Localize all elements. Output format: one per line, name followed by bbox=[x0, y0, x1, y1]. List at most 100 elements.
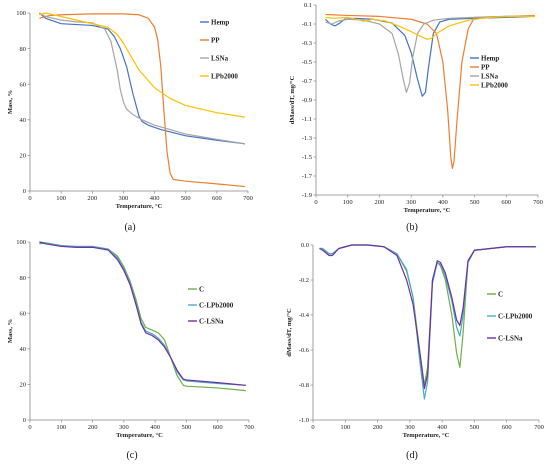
y-tick-label: -0.1 bbox=[302, 21, 312, 28]
y-tick-label: -1.0 bbox=[299, 417, 309, 424]
x-axis-label: Temperature, °C bbox=[404, 207, 451, 214]
x-tick-label: 200 bbox=[87, 195, 97, 202]
series-line-c-lsna bbox=[39, 241, 246, 386]
legend-entry: LSNa bbox=[211, 54, 229, 62]
legend-entry: LSNa bbox=[481, 72, 499, 80]
legend-entry: LPb2000 bbox=[481, 81, 508, 89]
legend-entry: PP bbox=[211, 36, 220, 44]
x-tick-label: 600 bbox=[502, 424, 512, 431]
x-axis-label: Temperature, °C bbox=[116, 203, 163, 210]
x-tick-label: 200 bbox=[373, 424, 383, 431]
x-tick-label: 500 bbox=[470, 424, 480, 431]
x-tick-label: 700 bbox=[244, 424, 254, 431]
series-line-lsna bbox=[325, 15, 535, 93]
y-tick-label: 80 bbox=[20, 275, 27, 282]
x-tick-label: 400 bbox=[150, 195, 160, 202]
x-tick-label: 700 bbox=[243, 195, 253, 202]
series-line-pp bbox=[39, 13, 245, 188]
x-tick-label: 500 bbox=[181, 195, 191, 202]
legend-entry: Hemp bbox=[211, 18, 229, 26]
x-tick-label: 100 bbox=[340, 424, 350, 431]
chart-panel-d: 0 100 200 300 400 500 600 700 0.0 -0.2 -0.4 -0.6 -0.… bbox=[286, 242, 544, 461]
y-tick-label: -1.7 bbox=[302, 173, 313, 180]
series-line-c-lpb2000 bbox=[39, 241, 246, 386]
x-tick-label: 100 bbox=[56, 424, 66, 431]
x-tick-label: 600 bbox=[501, 199, 511, 206]
series-line-c-lsna bbox=[319, 244, 536, 390]
x-tick-label: 400 bbox=[437, 424, 447, 431]
x-tick-label: 100 bbox=[343, 199, 353, 206]
series-line-lpb2000 bbox=[325, 15, 535, 40]
legend-entry: C-LSNa bbox=[498, 334, 523, 342]
x-tick-label: 0 bbox=[28, 424, 31, 431]
y-tick-label: 60 bbox=[20, 81, 27, 88]
y-tick-label: 40 bbox=[20, 117, 27, 124]
y-tick-label: 100 bbox=[16, 239, 26, 246]
panel-caption: (c) bbox=[126, 450, 137, 461]
x-tick-label: 600 bbox=[212, 195, 222, 202]
legend-entry: Hemp bbox=[481, 54, 499, 62]
legend-entry: C bbox=[498, 290, 503, 298]
x-tick-label: 600 bbox=[213, 424, 223, 431]
legend-entry: C bbox=[199, 285, 204, 293]
x-tick-label: 400 bbox=[150, 424, 160, 431]
x-tick-label: 200 bbox=[375, 199, 385, 206]
x-axis-label: Temperature, °C bbox=[403, 432, 450, 439]
y-tick-label: -0.9 bbox=[302, 97, 312, 104]
x-tick-label: 200 bbox=[88, 424, 98, 431]
series-line-hemp bbox=[325, 15, 535, 97]
x-tick-label: 300 bbox=[405, 424, 415, 431]
y-tick-label: 80 bbox=[20, 46, 27, 53]
y-tick-label: -0.8 bbox=[299, 382, 309, 389]
x-tick-label: 0 bbox=[311, 424, 314, 431]
series-line-hemp bbox=[38, 12, 245, 145]
y-tick-label: -0.6 bbox=[299, 347, 310, 354]
panel-caption: (a) bbox=[124, 222, 135, 233]
x-tick-label: 500 bbox=[182, 424, 192, 431]
legend-entry: C-LSNa bbox=[199, 317, 224, 325]
panel-caption: (d) bbox=[406, 450, 418, 461]
x-tick-label: 100 bbox=[56, 195, 66, 202]
series-line-lpb2000 bbox=[39, 12, 245, 118]
y-axis-label: dMass/dT, mg/°C bbox=[289, 76, 296, 125]
legend-entry: C-LPb2000 bbox=[199, 301, 234, 309]
x-tick-label: 300 bbox=[119, 424, 129, 431]
y-tick-label: -1.9 bbox=[302, 192, 312, 199]
panel-caption: (b) bbox=[406, 222, 418, 233]
y-tick-label: -1.1 bbox=[302, 116, 312, 123]
y-tick-label: -0.2 bbox=[299, 277, 309, 284]
chart-panel-c: 0 100 200 300 400 500 600 700 0 20 40 60 80 100 Temper… bbox=[7, 239, 254, 461]
y-tick-label: 0.1 bbox=[304, 2, 312, 9]
series-line-pp bbox=[325, 13, 535, 169]
x-tick-label: 0 bbox=[28, 195, 31, 202]
y-tick-label: -0.7 bbox=[302, 78, 313, 85]
series-line-lsna bbox=[39, 12, 245, 145]
x-tick-label: 0 bbox=[314, 199, 317, 206]
x-axis-label: Temperature, °C bbox=[116, 432, 163, 439]
y-tick-label: 0 bbox=[23, 417, 26, 424]
y-tick-label: -0.5 bbox=[302, 59, 312, 66]
y-axis-label: dMass/dT, mg/°C bbox=[286, 308, 293, 357]
y-tick-label: -1.3 bbox=[302, 135, 312, 142]
x-tick-label: 500 bbox=[470, 199, 480, 206]
y-tick-label: 40 bbox=[20, 346, 27, 353]
y-tick-label: 0 bbox=[23, 188, 26, 195]
legend-entry: PP bbox=[481, 63, 490, 71]
y-axis-label: Mass, % bbox=[7, 90, 14, 114]
legend-entry: LPb2000 bbox=[211, 72, 238, 80]
x-tick-label: 400 bbox=[438, 199, 448, 206]
y-tick-label: 0.0 bbox=[301, 242, 309, 249]
y-tick-label: -0.3 bbox=[302, 40, 312, 47]
y-tick-label: 20 bbox=[20, 382, 27, 389]
x-tick-label: 300 bbox=[119, 195, 129, 202]
chart-panel-b: 0 100 200 300 400 500 600 700 0.1 -0.1 -0.3 -0.5 -0.… bbox=[289, 2, 543, 233]
y-tick-label: 20 bbox=[20, 153, 27, 160]
x-tick-label: 700 bbox=[534, 424, 544, 431]
y-axis-label: Mass, % bbox=[7, 319, 14, 343]
y-tick-label: -0.4 bbox=[299, 312, 310, 319]
chart-panel-a: 0 100 200 300 400 500 600 700 0 20 40 60 80 100 Temper… bbox=[7, 10, 253, 233]
y-tick-label: 60 bbox=[20, 310, 27, 317]
x-tick-label: 700 bbox=[533, 199, 543, 206]
legend-entry: C-LPb2000 bbox=[498, 312, 533, 320]
